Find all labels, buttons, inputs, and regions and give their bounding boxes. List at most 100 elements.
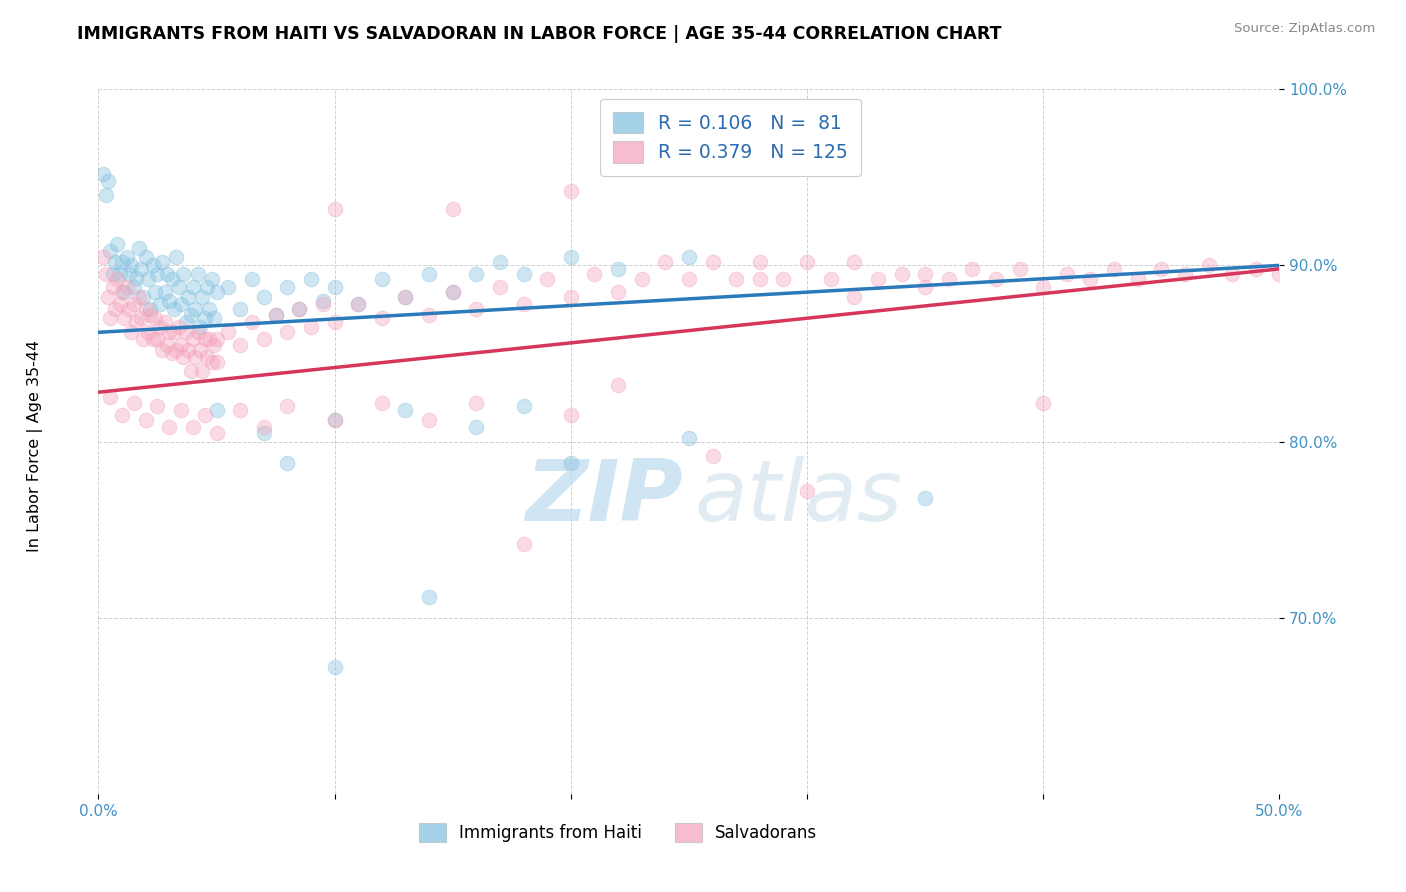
Point — [217, 279, 239, 293]
Point — [276, 456, 298, 470]
Point — [748, 272, 770, 286]
Point — [465, 420, 488, 434]
Point — [195, 350, 218, 364]
Point — [194, 408, 217, 422]
Point — [112, 311, 135, 326]
Point — [188, 320, 211, 334]
Point — [607, 378, 630, 392]
Point — [1244, 261, 1267, 276]
Point — [240, 272, 263, 286]
Point — [418, 308, 440, 322]
Point — [149, 320, 172, 334]
Point — [323, 202, 346, 216]
Point — [198, 302, 221, 317]
Point — [129, 311, 152, 326]
Point — [323, 660, 346, 674]
Point — [121, 326, 143, 340]
Point — [202, 337, 225, 351]
Point — [678, 250, 700, 264]
Point — [104, 255, 127, 269]
Point — [125, 315, 148, 329]
Point — [139, 302, 162, 317]
Point — [136, 272, 159, 286]
Point — [489, 255, 512, 269]
Point — [394, 290, 416, 304]
Point — [607, 285, 630, 299]
Point — [299, 320, 322, 334]
Point — [108, 297, 131, 311]
Point — [418, 590, 440, 604]
Point — [394, 290, 416, 304]
Point — [560, 408, 582, 422]
Point — [101, 267, 124, 281]
Point — [135, 250, 157, 264]
Point — [150, 343, 173, 357]
Point — [165, 343, 187, 357]
Point — [288, 302, 311, 317]
Point — [536, 272, 558, 286]
Point — [187, 267, 209, 281]
Point — [135, 413, 157, 427]
Point — [288, 302, 311, 317]
Point — [198, 332, 221, 346]
Point — [1268, 267, 1291, 281]
Point — [105, 272, 128, 286]
Point — [607, 261, 630, 276]
Point — [1032, 279, 1054, 293]
Point — [1056, 267, 1078, 281]
Point — [276, 399, 298, 413]
Point — [160, 272, 183, 286]
Point — [118, 302, 141, 317]
Point — [264, 308, 287, 322]
Point — [441, 285, 464, 299]
Point — [654, 255, 676, 269]
Point — [111, 408, 134, 422]
Point — [465, 302, 488, 317]
Point — [143, 285, 166, 299]
Point — [136, 326, 159, 340]
Point — [914, 267, 936, 281]
Point — [180, 364, 202, 378]
Point — [194, 311, 217, 326]
Point — [630, 272, 652, 286]
Point — [150, 255, 173, 269]
Point — [132, 290, 155, 304]
Point — [132, 332, 155, 346]
Point — [167, 279, 190, 293]
Point — [1174, 267, 1197, 281]
Point — [217, 326, 239, 340]
Point — [276, 326, 298, 340]
Point — [512, 399, 534, 413]
Point — [125, 270, 148, 285]
Point — [160, 346, 183, 360]
Point — [191, 290, 214, 304]
Point — [465, 396, 488, 410]
Text: Source: ZipAtlas.com: Source: ZipAtlas.com — [1234, 22, 1375, 36]
Point — [163, 302, 186, 317]
Point — [844, 290, 866, 304]
Point — [112, 285, 135, 299]
Point — [157, 420, 180, 434]
Point — [583, 267, 606, 281]
Point — [105, 237, 128, 252]
Point — [104, 302, 127, 317]
Point — [172, 350, 194, 364]
Point — [702, 255, 724, 269]
Point — [229, 302, 252, 317]
Point — [205, 402, 228, 417]
Point — [725, 272, 748, 286]
Point — [129, 261, 152, 276]
Point — [678, 272, 700, 286]
Point — [1220, 267, 1243, 281]
Point — [201, 355, 224, 369]
Point — [323, 279, 346, 293]
Text: In Labor Force | Age 35-44: In Labor Force | Age 35-44 — [27, 340, 44, 552]
Point — [201, 272, 224, 286]
Point — [441, 285, 464, 299]
Point — [153, 315, 176, 329]
Point — [91, 167, 114, 181]
Point — [240, 315, 263, 329]
Point — [98, 244, 121, 259]
Point — [194, 332, 217, 346]
Text: IMMIGRANTS FROM HAITI VS SALVADORAN IN LABOR FORCE | AGE 35-44 CORRELATION CHART: IMMIGRANTS FROM HAITI VS SALVADORAN IN L… — [77, 25, 1002, 43]
